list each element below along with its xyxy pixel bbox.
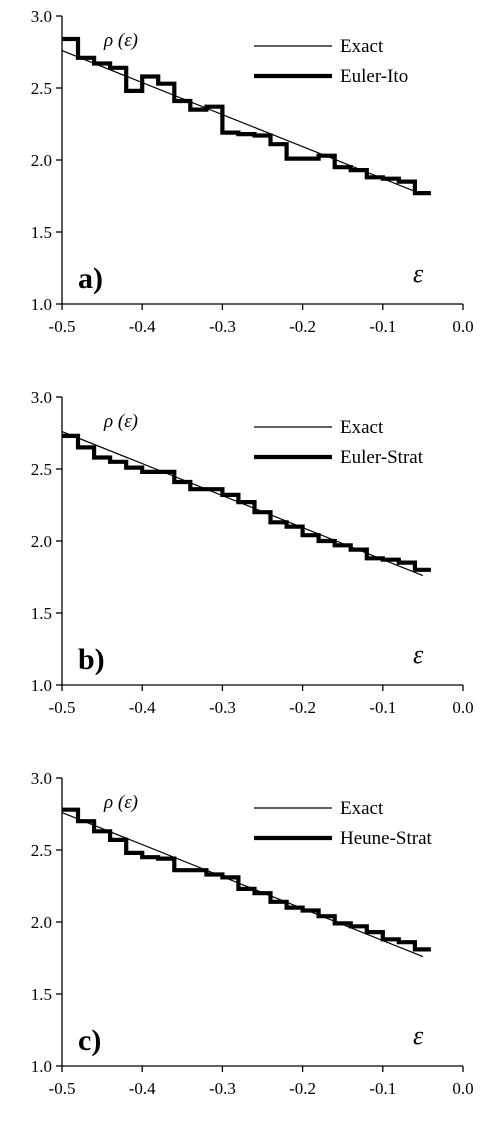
- x-tick-label: -0.4: [129, 1079, 156, 1098]
- series-step-1: [62, 807, 431, 952]
- x-tick-label: -0.3: [209, 1079, 236, 1098]
- x-tick-label: -0.2: [289, 698, 316, 717]
- y-axis-label: ρ (ε): [103, 792, 138, 813]
- panel-label: a): [78, 262, 103, 295]
- series-line-exact: [61, 812, 424, 958]
- y-tick-label: 2.5: [31, 79, 52, 98]
- legend-label: Euler-Ito: [340, 66, 408, 87]
- legend-label: Exact: [340, 417, 384, 438]
- x-tick-label: -0.3: [209, 698, 236, 717]
- chart-panel-1: 1.0 1.5 2.0 2.5 3.0 -0.5 -0.4 -0.3 -0.2 -0.1 0.0 Ex…: [31, 7, 474, 336]
- x-axis-label: ε: [413, 1021, 424, 1050]
- x-tick-label: -0.5: [49, 1079, 76, 1098]
- chart-panel-2: 1.0 1.5 2.0 2.5 3.0 -0.5 -0.4 -0.3 -0.2 -0.1 0.0 Ex…: [31, 388, 474, 717]
- panel-label: c): [78, 1024, 101, 1057]
- x-tick-label: -0.2: [289, 317, 316, 336]
- y-tick-label: 1.0: [31, 676, 52, 695]
- legend-label: Exact: [340, 798, 384, 819]
- x-tick-label: -0.4: [129, 698, 156, 717]
- y-tick-label: 1.0: [31, 1057, 52, 1076]
- legend-label: Exact: [340, 36, 384, 57]
- y-tick-label: 1.5: [31, 985, 52, 1004]
- y-axis-label: ρ (ε): [103, 411, 138, 432]
- y-tick-label: 2.5: [31, 841, 52, 860]
- x-tick-label: 0.0: [452, 1079, 473, 1098]
- x-tick-label: -0.4: [129, 317, 156, 336]
- y-tick-label: 2.0: [31, 913, 52, 932]
- legend-label: Euler-Strat: [340, 447, 424, 468]
- series-step-1: [62, 433, 431, 572]
- series-step-1: [62, 36, 431, 196]
- y-tick-label: 2.0: [31, 532, 52, 551]
- y-axis-label: ρ (ε): [103, 30, 138, 51]
- x-tick-label: -0.2: [289, 1079, 316, 1098]
- x-axis-label: ε: [413, 640, 424, 669]
- x-tick-label: -0.1: [369, 698, 396, 717]
- chart-panel-3: 1.0 1.5 2.0 2.5 3.0 -0.5 -0.4 -0.3 -0.2 -0.1 0.0 Ex…: [31, 769, 474, 1098]
- y-tick-label: 3.0: [31, 769, 52, 788]
- x-tick-label: -0.1: [369, 1079, 396, 1098]
- y-tick-label: 2.5: [31, 460, 52, 479]
- x-tick-label: -0.5: [49, 698, 76, 717]
- y-tick-label: 1.5: [31, 223, 52, 242]
- y-tick-label: 3.0: [31, 7, 52, 26]
- y-tick-label: 3.0: [31, 388, 52, 407]
- y-tick-label: 1.0: [31, 295, 52, 314]
- x-tick-label: -0.5: [49, 317, 76, 336]
- x-axis-label: ε: [413, 259, 424, 288]
- y-tick-label: 2.0: [31, 151, 52, 170]
- panel-label: b): [78, 643, 105, 676]
- legend-label: Heune-Strat: [340, 828, 433, 849]
- y-tick-label: 1.5: [31, 604, 52, 623]
- x-tick-label: 0.0: [452, 317, 473, 336]
- x-tick-label: -0.3: [209, 317, 236, 336]
- x-tick-label: 0.0: [452, 698, 473, 717]
- x-tick-label: -0.1: [369, 317, 396, 336]
